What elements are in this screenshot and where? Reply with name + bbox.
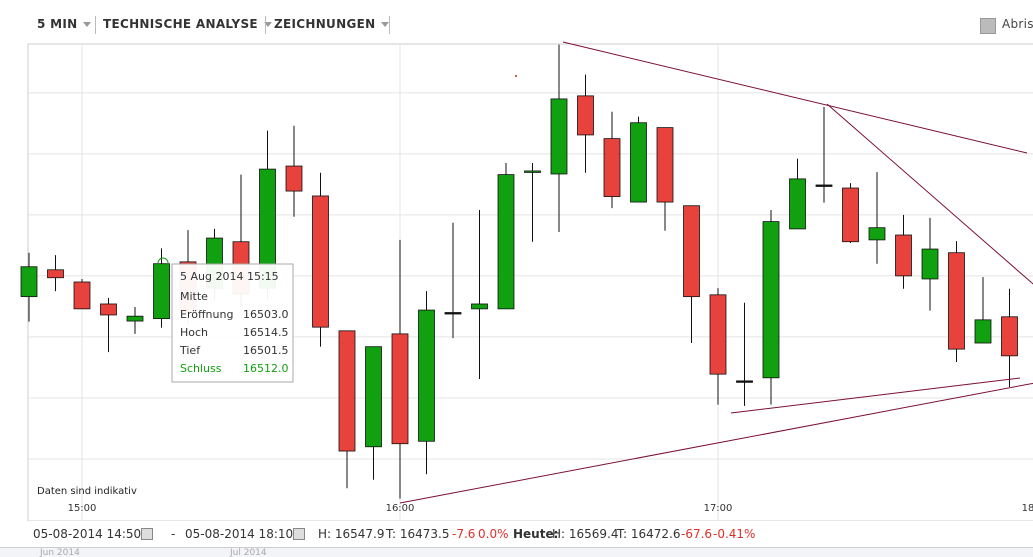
stat-low: T: 16473.5 [386,527,450,541]
stat-today-change-pct: -0.41% [713,527,756,541]
tooltip: 5 Aug 2014 15:15 Mitte Eröffnung 16503.0 H… [171,263,294,383]
tooltip-date: 5 Aug 2014 15:15 [180,270,279,283]
candle-body [338,330,356,452]
candle-body [471,303,488,310]
candle-body [312,195,329,328]
candle-body [47,269,64,279]
tooltip-label: Tief [179,344,201,357]
candle-body [524,170,541,173]
candle-body [762,221,780,379]
candle-body [73,281,91,310]
interval-menu[interactable]: 5 MIN [37,17,92,31]
candle-body [842,187,859,243]
stat-today-change: -67.6 [681,527,713,541]
analysis-menu[interactable]: TECHNISCHE ANALYSE [103,17,272,31]
candle-body [550,98,568,175]
interval-label: 5 MIN [37,17,78,31]
navigator: Jun 2014 Jul 2014 [0,547,1033,557]
icon [980,18,996,34]
candle-body [153,263,170,320]
tooltip-label: Eröffnung [180,308,233,321]
stat-today-high: H: 16569.4 [552,527,619,541]
tooltip-mode: Mitte [180,290,208,303]
tooltip-value: 16514.5 [243,326,289,339]
hover-marker [157,257,169,269]
candle-body [497,174,515,310]
nav-label: Jul 2014 [230,548,267,557]
stat-today-low: T: 16472.6 [617,527,681,541]
tooltip-label: Schluss [180,362,222,375]
range-to[interactable]: 05-08-2014 18:10 [185,527,294,541]
abriss-button[interactable]: Abris [1002,17,1033,31]
candle-body [868,227,886,241]
candle-body [630,122,647,203]
candle-body [577,95,594,136]
x-tick-label: 15:00 [68,503,97,514]
chart: 15:00 16:00 17:00 18:00 Daten sind indikati… [20,41,1033,521]
candle-body [974,319,992,344]
candle-body [683,205,700,298]
candle-body [100,303,117,316]
abriss-label: Abris [1002,17,1033,31]
tooltip-value: 16501.5 [243,344,289,357]
range-separator: - [171,527,176,541]
stat-today: Heute: [513,527,559,541]
candle-body [418,309,435,442]
candle-body [20,266,38,298]
candle-body [921,248,939,280]
candle-body [656,127,674,203]
candle-body [709,294,727,375]
annotation: Daten sind indikativ [37,486,137,497]
x-tick-label: 17:00 [704,503,733,514]
analysis-label: TECHNISCHE ANALYSE [103,17,258,31]
candle-body [391,333,409,445]
stat-change: -7.6 [452,527,476,541]
candle-body [285,165,303,192]
drawings-menu[interactable]: ZEICHNUNGEN [274,17,390,31]
tooltip-value: 16512.0 [243,362,289,375]
stat-change-pct: 0.0% [478,527,509,541]
candle-body [815,184,833,187]
tooltip-value: 16503.0 [243,308,289,321]
candle-body [444,312,462,315]
candle-body [948,252,965,350]
status-bar: 05-08-2014 14:50 - 05-08-2014 18:10 H: 1… [0,521,1033,547]
range-from[interactable]: 05-08-2014 14:50 [33,527,142,541]
drawings-label: ZEICHNUNGEN [274,17,376,31]
candle-body [603,138,621,197]
candle-body [365,346,382,448]
tooltip-label: Hoch [180,326,208,339]
candle-body [789,178,806,230]
x-tick-label: 16:00 [386,503,415,514]
candle-body [736,380,753,383]
stat-high: H: 16547.9 [318,527,385,541]
trend-lines [399,41,1033,504]
nav-label: Jun 2014 [40,548,80,557]
candle-body [1001,316,1018,357]
x-tick-label: 18:00 [1022,503,1033,514]
candle-body [126,315,144,322]
candle-body [895,234,912,277]
